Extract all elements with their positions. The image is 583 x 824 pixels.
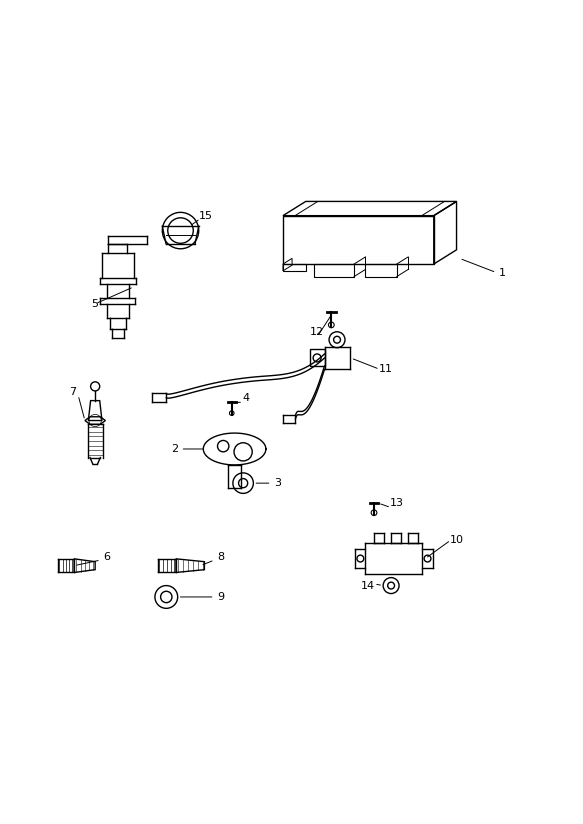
Text: 4: 4 xyxy=(243,393,250,403)
Text: 6: 6 xyxy=(103,552,110,562)
Text: 5: 5 xyxy=(92,299,99,309)
Bar xyxy=(314,264,354,277)
Text: 1: 1 xyxy=(498,268,505,278)
Text: 2: 2 xyxy=(171,444,178,454)
Text: 11: 11 xyxy=(378,364,392,374)
Bar xyxy=(366,264,397,277)
Text: 10: 10 xyxy=(449,535,463,545)
Text: 7: 7 xyxy=(69,387,76,397)
Text: 3: 3 xyxy=(274,478,281,488)
Text: 15: 15 xyxy=(199,211,213,221)
Text: 8: 8 xyxy=(217,552,224,562)
Text: 12: 12 xyxy=(310,327,324,337)
Text: 13: 13 xyxy=(390,498,404,508)
Text: 14: 14 xyxy=(361,581,375,591)
Text: 9: 9 xyxy=(217,592,224,602)
